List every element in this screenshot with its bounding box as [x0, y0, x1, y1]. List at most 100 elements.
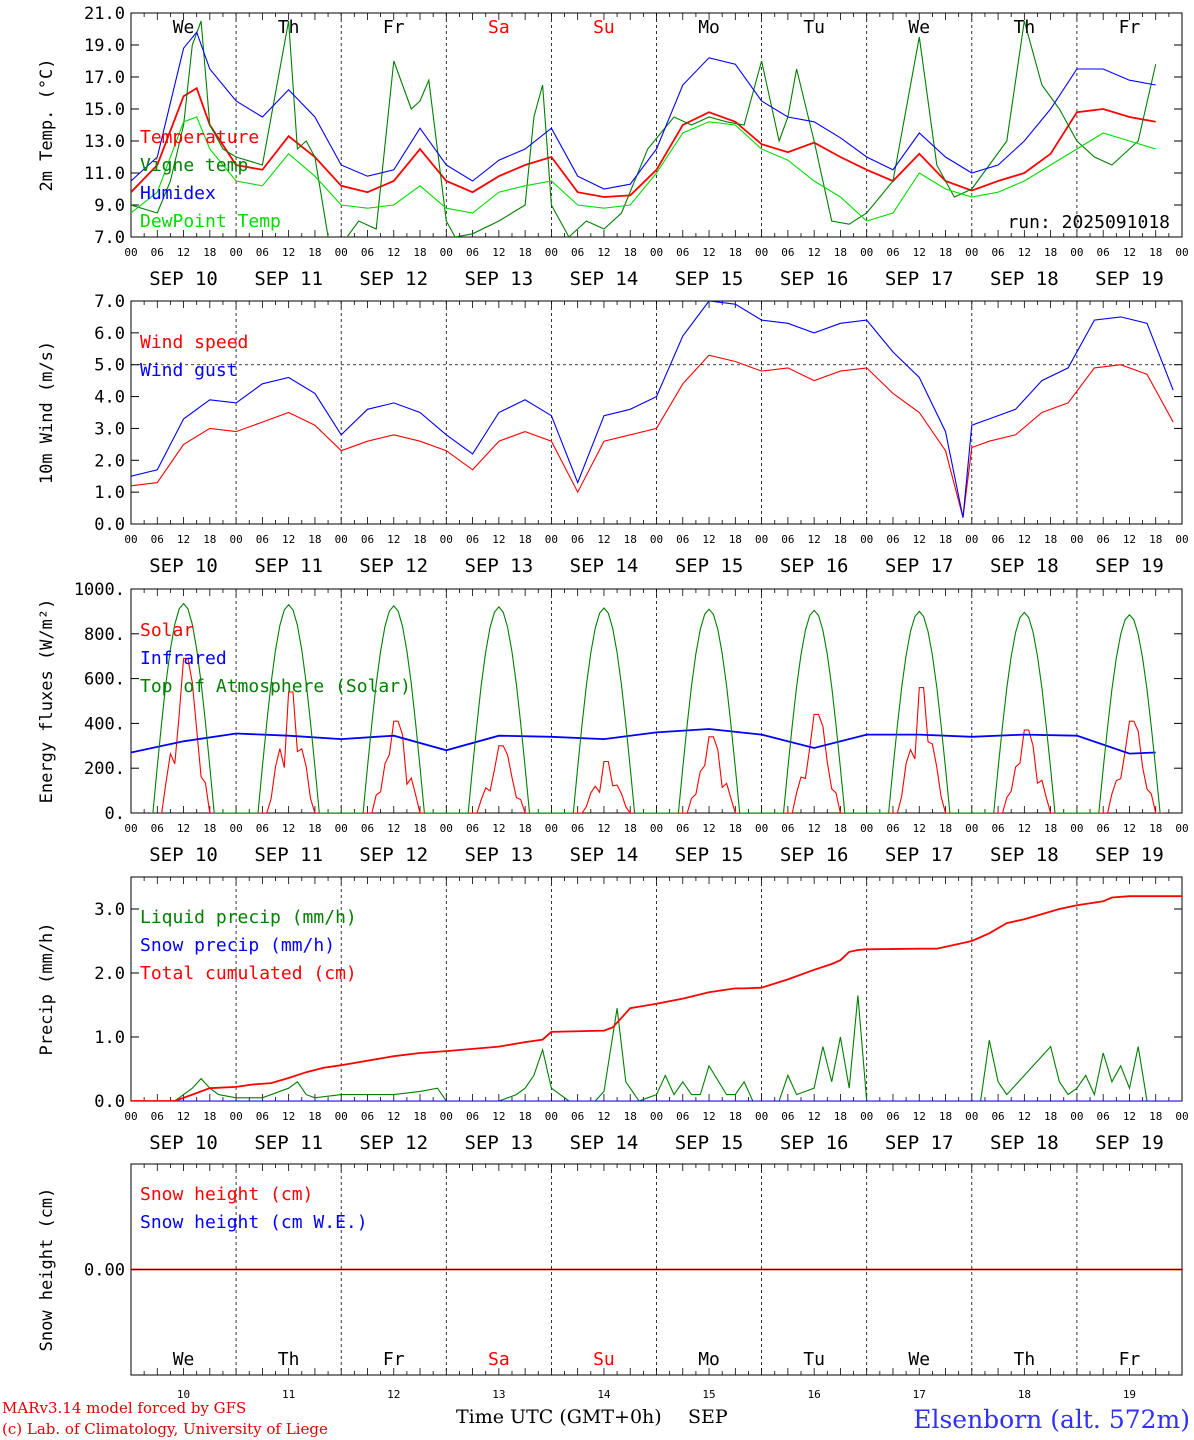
hour-tick-label: 12 [282, 246, 295, 259]
hour-tick-label: 12 [492, 533, 505, 546]
hour-tick-label: 00 [1070, 1110, 1083, 1123]
day-number-label: 19 [1123, 1388, 1136, 1401]
date-label: SEP 19 [1095, 555, 1164, 577]
hour-tick-label: 06 [676, 822, 689, 835]
hour-tick-label: 18 [939, 533, 952, 546]
hour-tick-label: 18 [203, 246, 216, 259]
date-label: SEP 16 [780, 1132, 849, 1154]
hour-tick-label: 06 [1097, 246, 1110, 259]
y-axis-label: Snow height (cm) [37, 1188, 57, 1352]
date-label: SEP 17 [885, 1132, 954, 1154]
hour-tick-label: 00 [1070, 822, 1083, 835]
hour-tick-label: 00 [860, 822, 873, 835]
hour-tick-label: 06 [256, 1110, 269, 1123]
hour-tick-label: 00 [755, 246, 768, 259]
date-label: SEP 10 [149, 844, 218, 866]
hour-tick-label: 12 [387, 246, 400, 259]
hour-tick-label: 00 [755, 1110, 768, 1123]
hour-tick-label: 12 [1018, 1110, 1031, 1123]
y-tick-label: 9.0 [94, 196, 125, 216]
series-group [131, 301, 1174, 518]
legend-entry: Infrared [140, 648, 227, 669]
hour-tick-label: 12 [702, 246, 715, 259]
hour-tick-label: 18 [1149, 246, 1162, 259]
series-line-infrared [131, 728, 1156, 755]
hour-tick-label: 00 [335, 246, 348, 259]
hour-tick-label: 18 [203, 822, 216, 835]
day-number-label: 12 [387, 1388, 400, 1401]
hour-tick-label: 00 [755, 533, 768, 546]
hour-tick-label: 18 [624, 246, 637, 259]
hour-tick-label: 18 [834, 246, 847, 259]
day-number-label: 16 [808, 1388, 821, 1401]
date-label: SEP 15 [675, 555, 744, 577]
hour-tick-label: 12 [492, 822, 505, 835]
day-name-label: Su [593, 17, 615, 38]
date-label: SEP 15 [675, 844, 744, 866]
y-axis-label: 2m Temp. (°C) [37, 58, 57, 191]
hour-tick-label: 00 [229, 822, 242, 835]
hour-tick-label: 00 [440, 1110, 453, 1123]
hour-tick-label: 18 [834, 533, 847, 546]
station-name: Elsenborn (alt. 572m) [913, 1405, 1190, 1434]
hour-tick-label: 18 [1044, 246, 1057, 259]
date-label: SEP 12 [359, 555, 428, 577]
hour-tick-label: 00 [545, 246, 558, 259]
date-label: SEP 11 [254, 1132, 323, 1154]
hour-tick-label: 00 [124, 822, 137, 835]
y-tick-label: 3.0 [94, 419, 125, 439]
hour-tick-label: 00 [1070, 246, 1083, 259]
hour-tick-label: 00 [229, 246, 242, 259]
hour-tick-label: 12 [702, 533, 715, 546]
day-name-label: Th [278, 17, 300, 38]
date-label: SEP 12 [359, 268, 428, 290]
hour-tick-label: 06 [361, 246, 374, 259]
hour-tick-label: 18 [729, 1110, 742, 1123]
day-name-label: Su [593, 1349, 615, 1370]
day-name-label: We [908, 17, 930, 38]
hour-tick-label: 00 [545, 533, 558, 546]
hour-tick-label: 00 [440, 822, 453, 835]
legend-entry: DewPoint Temp [140, 211, 281, 232]
hour-tick-label: 12 [1018, 246, 1031, 259]
hour-tick-label: 00 [860, 246, 873, 259]
hour-tick-label: 12 [808, 246, 821, 259]
hour-tick-label: 00 [124, 1110, 137, 1123]
series-group [131, 895, 1182, 1101]
date-label: SEP 10 [149, 1132, 218, 1154]
hour-tick-label: 18 [729, 822, 742, 835]
hour-tick-label: 12 [282, 822, 295, 835]
hour-tick-label: 00 [440, 246, 453, 259]
hour-tick-label: 00 [335, 822, 348, 835]
hour-tick-label: 06 [781, 533, 794, 546]
panel-wind: 0.0 1.0 2.0 3.0 4.0 5.0 6.0 7.0 10m Wind (m/s) Wi… [37, 292, 1189, 577]
y-tick-label: 0.0 [94, 515, 125, 535]
hour-tick-label: 00 [650, 246, 663, 259]
legend-entry: Humidex [140, 183, 216, 204]
hour-tick-label: 12 [177, 1110, 190, 1123]
hour-tick-label: 00 [229, 1110, 242, 1123]
series-line-wind-gust [131, 301, 1174, 518]
lab-credit: (c) Lab. of Climatology, University of L… [2, 1420, 328, 1438]
hour-tick-label: 12 [387, 822, 400, 835]
series-line-liquid-precip-mm-h- [131, 995, 1156, 1101]
series-group [131, 602, 1163, 813]
legend-entry: Wind speed [140, 332, 248, 353]
legend-entry: Top of Atmosphere (Solar) [140, 676, 411, 697]
day-number-label: 11 [282, 1388, 295, 1401]
hour-tick-label: 18 [413, 822, 426, 835]
hour-tick-label: 00 [1175, 533, 1188, 546]
hour-tick-label: 06 [466, 246, 479, 259]
hour-tick-label: 18 [1149, 822, 1162, 835]
hour-tick-label: 18 [729, 533, 742, 546]
hour-tick-label: 18 [624, 533, 637, 546]
day-number-label: 10 [177, 1388, 190, 1401]
hour-tick-label: 00 [1175, 1110, 1188, 1123]
hour-tick-label: 12 [177, 246, 190, 259]
hour-tick-label: 12 [808, 822, 821, 835]
hour-tick-label: 00 [755, 822, 768, 835]
date-label: SEP 12 [359, 844, 428, 866]
y-tick-label: 0.0 [94, 1092, 125, 1112]
y-tick-label: 6.0 [94, 324, 125, 344]
hour-tick-label: 18 [624, 822, 637, 835]
